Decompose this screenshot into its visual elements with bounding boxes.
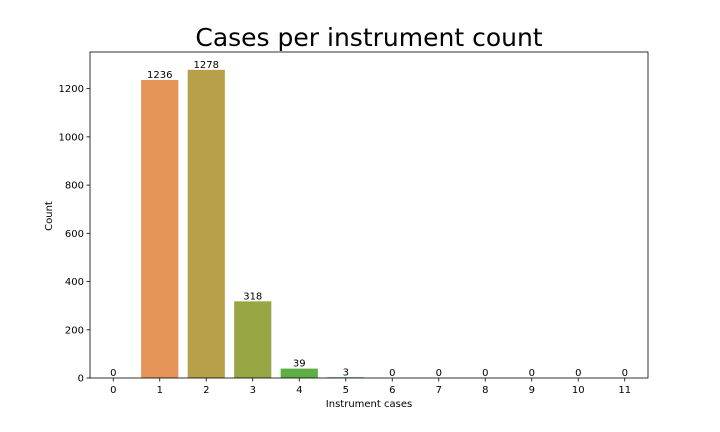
x-tick-label: 8 [482, 385, 488, 396]
x-tick-label: 5 [343, 385, 349, 396]
x-tick-label: 1 [157, 385, 163, 396]
data-label: 0 [622, 368, 628, 379]
x-tick-label: 7 [436, 385, 442, 396]
bar-1 [141, 79, 179, 379]
bars-group [141, 69, 365, 379]
data-label: 1278 [194, 60, 219, 71]
y-tick-label: 800 [65, 181, 84, 192]
data-label: 0 [482, 368, 488, 379]
data-label: 0 [389, 368, 395, 379]
data-label: 0 [436, 368, 442, 379]
data-label: 39 [293, 359, 306, 370]
x-tick-label: 2 [203, 385, 209, 396]
data-label: 0 [575, 368, 581, 379]
y-tick-label: 200 [65, 325, 84, 336]
x-tick-label: 9 [529, 385, 535, 396]
bar-3 [234, 301, 272, 378]
x-axis-label: Instrument cases [326, 399, 412, 410]
y-tick-label: 1000 [59, 132, 84, 143]
y-axis-ticks: 0 200 400 600 800 1000 1200 [59, 84, 90, 385]
data-label: 0 [529, 368, 535, 379]
y-tick-label: 600 [65, 229, 84, 240]
y-axis-label: Count [44, 201, 55, 231]
x-tick-label: 4 [296, 385, 302, 396]
data-labels-group: 0 1236 1278 318 39 3 0 0 0 0 0 0 [110, 60, 628, 379]
y-tick-label: 1200 [59, 84, 84, 95]
x-tick-label: 6 [389, 385, 395, 396]
y-tick-label: 400 [65, 277, 84, 288]
bar-2 [187, 69, 225, 378]
data-label: 0 [110, 368, 116, 379]
bar-4 [280, 368, 318, 378]
data-label: 318 [243, 291, 262, 302]
x-tick-label: 10 [572, 385, 585, 396]
x-tick-label: 3 [250, 385, 256, 396]
chart-title: Cases per instrument count [195, 23, 542, 52]
x-tick-label: 11 [618, 385, 631, 396]
data-label: 1236 [147, 70, 172, 81]
x-tick-label: 0 [110, 385, 116, 396]
data-label: 3 [343, 367, 349, 378]
y-tick-label: 0 [78, 374, 84, 385]
x-axis-ticks: 0 1 2 3 4 5 6 7 8 9 10 11 [110, 378, 631, 396]
plot-frame [89, 51, 649, 379]
